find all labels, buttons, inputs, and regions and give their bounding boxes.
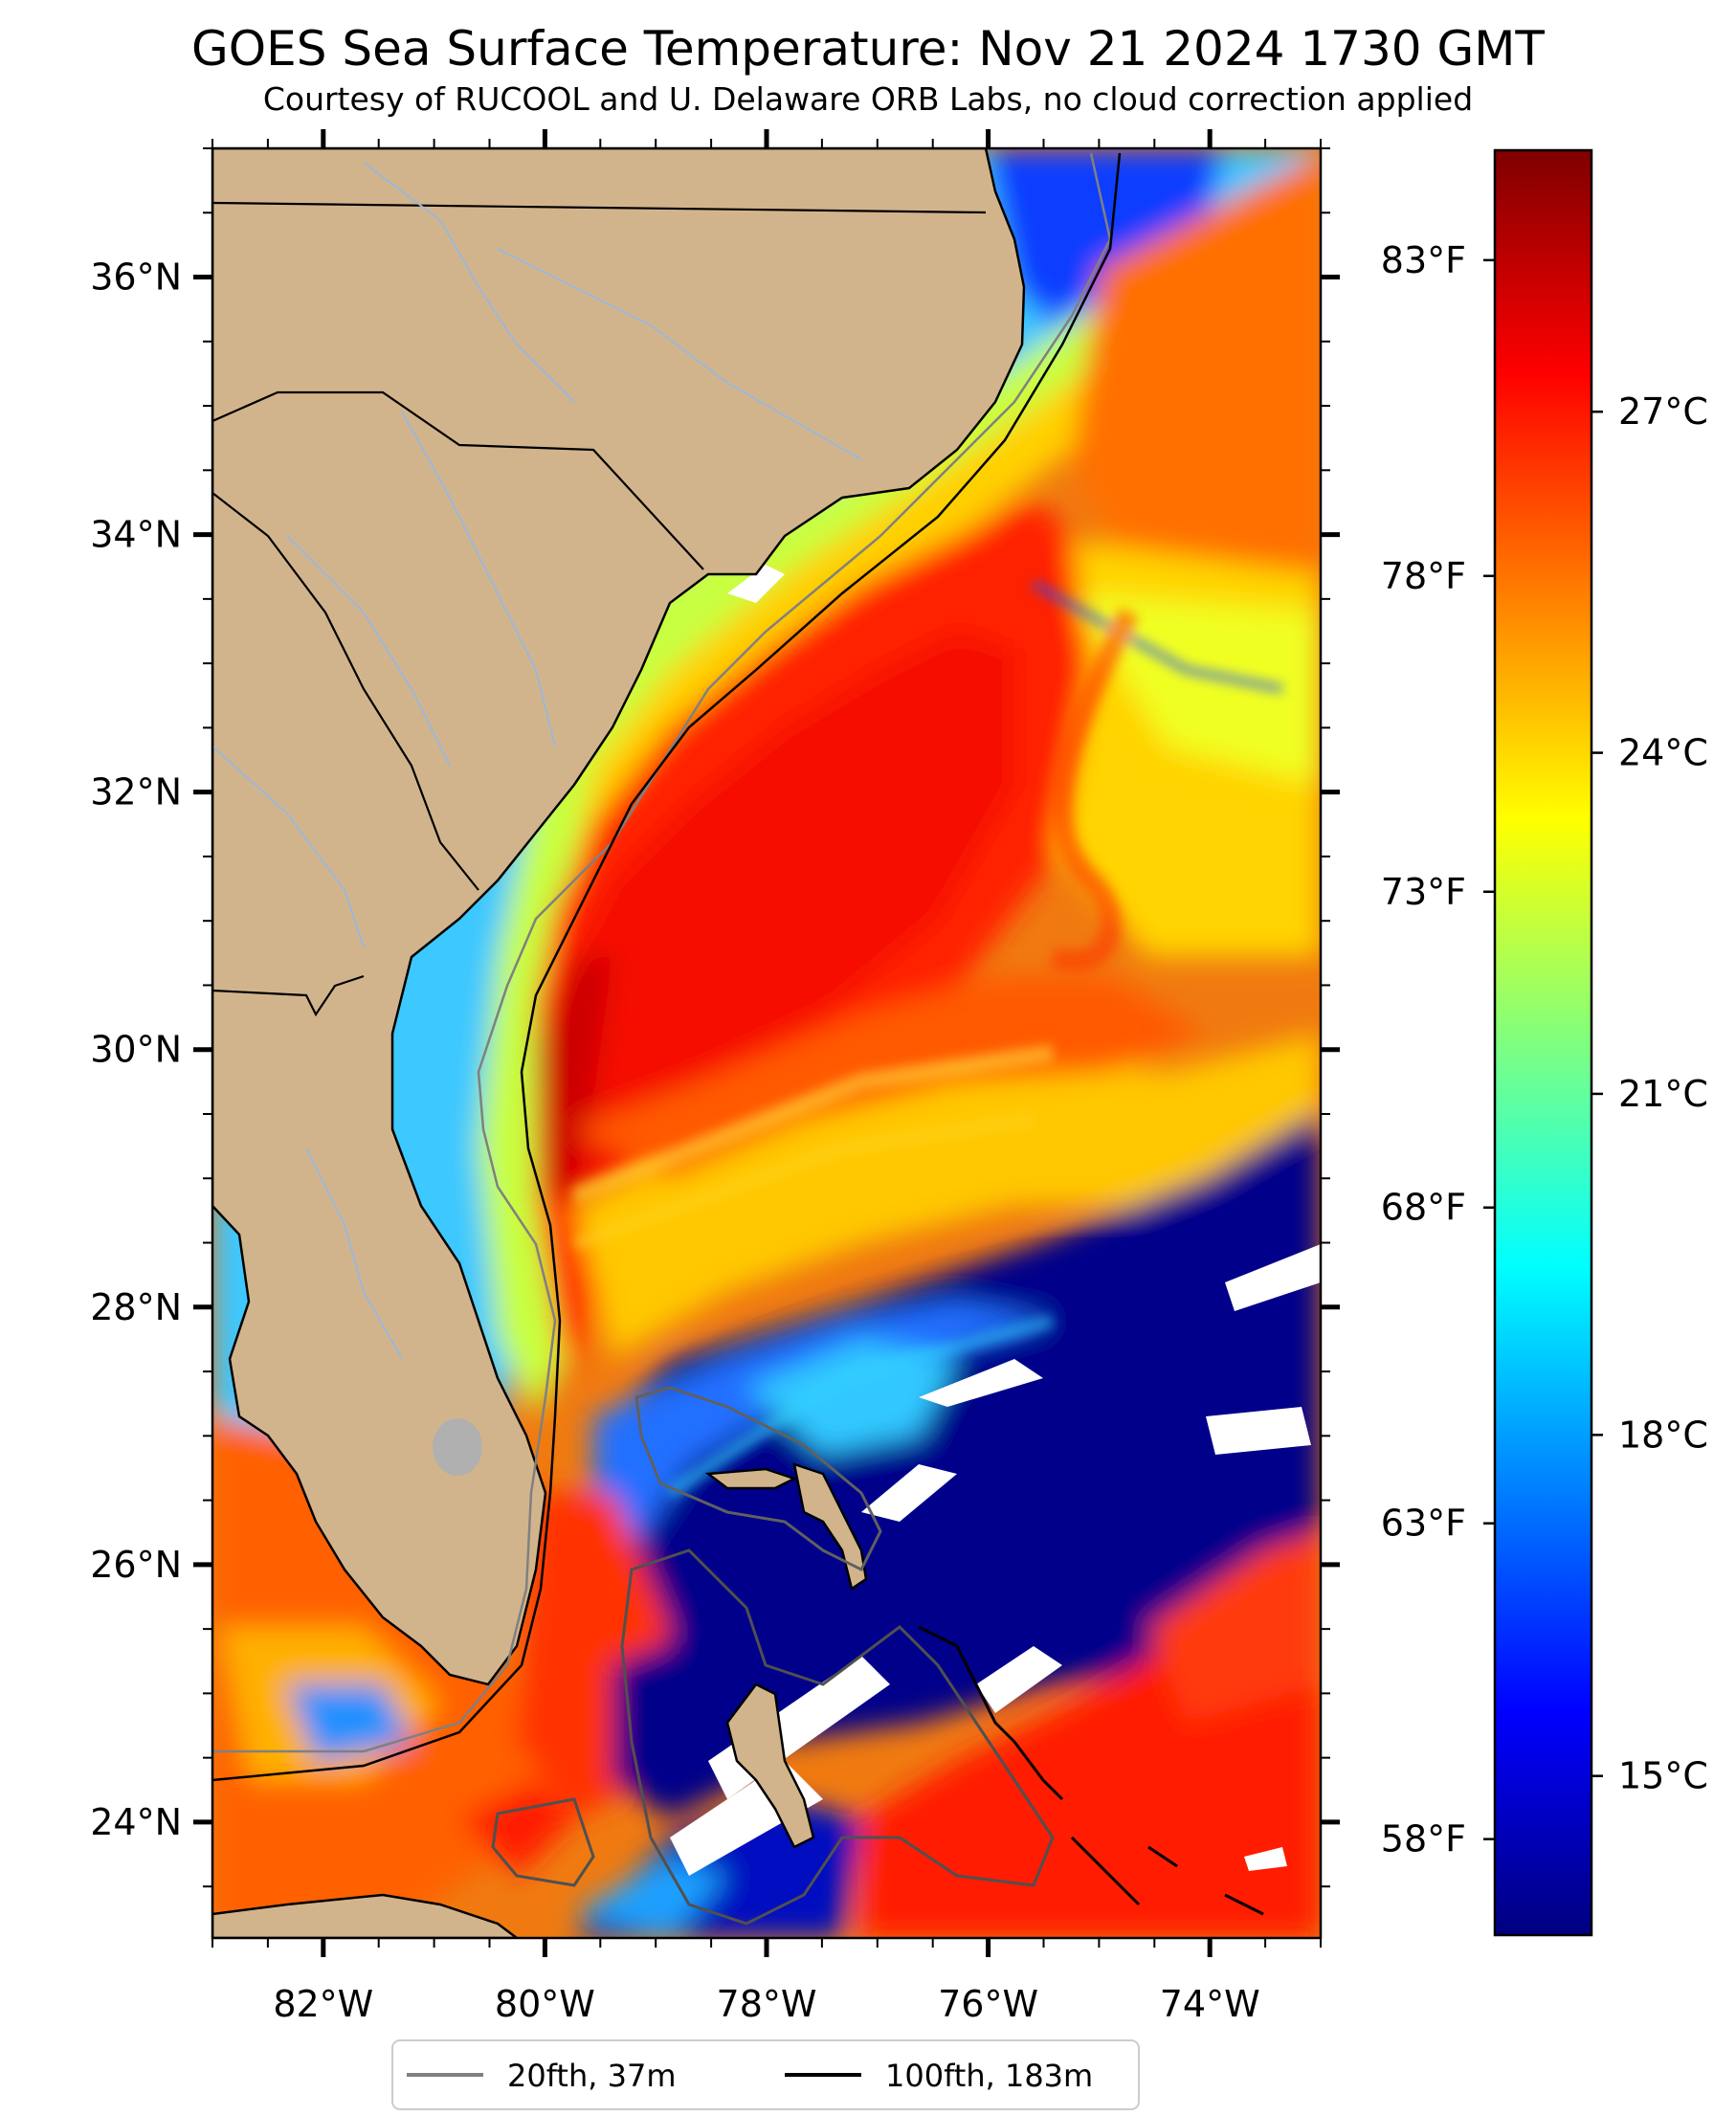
fahrenheit-tick-label: 73°F — [1381, 871, 1466, 913]
cay-sal-bank — [491, 1797, 595, 1887]
fahrenheit-tick-label: 83°F — [1381, 239, 1466, 281]
isobath-legend: 20fth, 37m 100fth, 183m — [391, 2039, 1140, 2110]
celsius-tick-label: 21°C — [1618, 1073, 1708, 1115]
lake-okeechobee — [433, 1418, 482, 1476]
lat-tick-label: 34°N — [90, 514, 182, 556]
lon-tick-label: 78°W — [717, 1983, 817, 2025]
colorbar — [1493, 148, 1593, 1937]
lon-tick-label: 74°W — [1160, 1983, 1260, 2025]
legend-label-20fth: 20fth, 37m — [507, 2058, 676, 2094]
lat-tick-label: 32°N — [90, 771, 182, 813]
isobath-20fth — [212, 152, 1112, 1753]
cloud-mask — [670, 565, 1321, 1876]
land-east-coast — [212, 148, 1026, 1686]
land-south-islands — [1070, 1836, 1264, 1916]
land-abaco — [792, 1462, 868, 1592]
fahrenheit-tick-label: 78°F — [1381, 555, 1466, 597]
land-cuba — [212, 1893, 520, 1938]
lat-tick-label: 30°N — [90, 1029, 182, 1071]
lon-tick-label: 82°W — [273, 1983, 373, 2025]
rivers — [212, 162, 862, 1360]
lon-tick-label: 80°W — [495, 1983, 595, 2025]
lat-tick-label: 24°N — [90, 1801, 182, 1843]
map-axes: 82°W 80°W 78°W 76°W 74°W 24°N 26°N 28°N 30°N 32°N… — [90, 129, 1340, 2025]
fahrenheit-tick-label: 63°F — [1381, 1503, 1466, 1545]
legend-box — [391, 2039, 1140, 2110]
great-bahama-bank — [620, 1548, 1055, 1926]
fahrenheit-tick-label: 58°F — [1381, 1818, 1466, 1860]
fahrenheit-tick-label: 68°F — [1381, 1187, 1466, 1229]
figure-subtitle: Courtesy of RUCOOL and U. Delaware ORB L… — [262, 80, 1474, 118]
bahama-bank-outline — [634, 1386, 882, 1572]
lon-tick-label: 76°W — [938, 1983, 1038, 2025]
celsius-tick-label: 27°C — [1618, 390, 1708, 433]
land-andros — [725, 1682, 815, 1849]
legend-label-100fth: 100fth, 183m — [885, 2058, 1093, 2094]
celsius-tick-label: 24°C — [1618, 732, 1708, 774]
lat-tick-label: 26°N — [90, 1544, 182, 1586]
colorbar-axes: 15°C 18°C 21°C 24°C 27°C 58°F 63°F 68°F 73°F 78°F… — [1381, 239, 1708, 1860]
sst-map — [212, 148, 1321, 1938]
state-borders — [212, 201, 987, 1017]
lat-tick-label: 28°N — [90, 1286, 182, 1328]
land-eleuthera — [918, 1625, 1016, 1744]
celsius-tick-label: 15°C — [1618, 1755, 1708, 1797]
figure-title: GOES Sea Surface Temperature: Nov 21 202… — [191, 21, 1545, 77]
isobath-100fth — [212, 152, 1122, 1782]
land-exuma — [1013, 1741, 1064, 1801]
land-grand-bahama — [704, 1467, 798, 1490]
sst-streaks — [570, 579, 1283, 1499]
lat-tick-label: 36°N — [90, 256, 182, 299]
celsius-tick-label: 18°C — [1618, 1414, 1708, 1456]
